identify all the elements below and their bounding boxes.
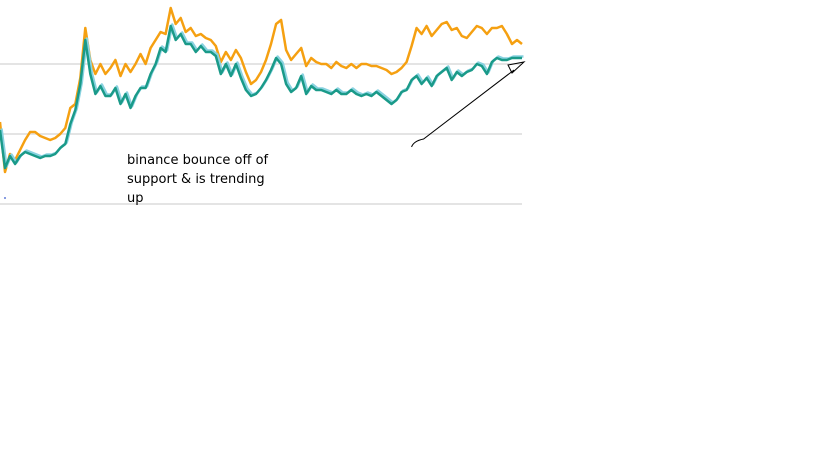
- stray-dot: [4, 197, 6, 199]
- series-1-line: [0, 24, 522, 170]
- gridlines: [0, 63, 522, 205]
- series-lines: [0, 6, 524, 174]
- series-1-shadow-line: [0, 23, 524, 168]
- annotation-text: binance bounce off of support & is trend…: [127, 153, 269, 206]
- trend-arrow: [411, 61, 526, 148]
- annotation-layer: [4, 61, 526, 199]
